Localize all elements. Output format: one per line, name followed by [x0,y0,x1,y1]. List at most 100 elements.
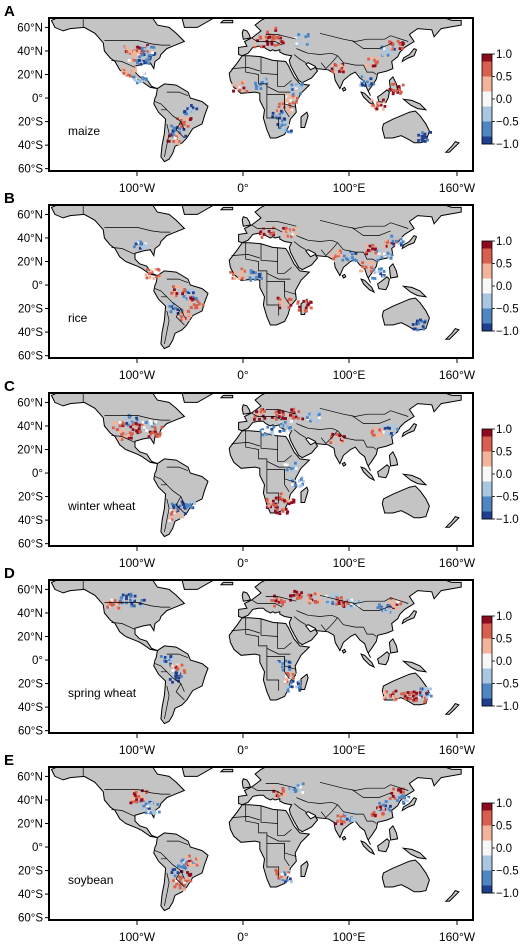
anomaly-cell [288,228,291,232]
anomaly-cell [112,426,115,430]
country-border [363,64,377,75]
anomaly-cell [159,655,163,658]
anomaly-cell [346,815,350,818]
anomaly-cell [129,425,133,429]
anomaly-cell [299,92,302,95]
anomaly-cell [186,871,189,874]
anomaly-cell [182,317,186,321]
colorbar-tick-label: −0.5 [496,492,519,504]
anomaly-cell [307,593,311,597]
anomaly-cell [383,50,387,53]
anomaly-cell [270,41,274,44]
anomaly-cell [160,425,164,429]
anomaly-cell [418,693,422,697]
country-border [337,430,364,441]
anomaly-cell [280,124,284,127]
anomaly-cell [188,503,192,507]
anomaly-cell [396,237,399,241]
anomaly-cell [149,422,153,425]
anomaly-cell [174,676,178,679]
anomaly-cell [276,297,280,300]
anomaly-cell [371,814,374,817]
anomaly-cell [399,602,402,606]
anomaly-cell [393,796,397,800]
anomaly-cell [143,245,146,249]
anomaly-cell [133,599,136,603]
anomaly-cell [301,791,304,794]
anomaly-cell [292,407,296,411]
anomaly-cell [194,306,197,310]
colorbar-tick-label: −0.5 [496,304,519,316]
colorbar-segment [482,256,492,261]
anomaly-cell [378,603,381,607]
anomaly-cell [127,58,131,62]
country-border [363,626,377,637]
anomaly-cell [285,675,288,678]
anomaly-cell [193,860,197,863]
anomaly-cell [187,110,191,114]
anomaly-cell [348,256,351,259]
anomaly-cell [130,420,134,424]
anomaly-cell [172,511,176,515]
anomaly-cell [173,868,177,871]
anomaly-cell [381,609,385,613]
anomaly-cell [148,430,152,434]
country-border [320,55,338,70]
anomaly-cell [255,87,258,90]
anomaly-cell [308,601,312,605]
anomaly-cell [300,484,303,488]
anomaly-cell [147,810,151,814]
anomaly-cell [275,596,279,600]
anomaly-cell [263,416,267,420]
anomaly-cell [344,250,348,254]
colorbar: 1.00.50.0−0.5−1.0 [481,611,519,713]
anomaly-cell [391,604,395,608]
anomaly-cell [260,277,263,280]
anomaly-cell [297,682,300,686]
anomaly-cell [363,261,367,265]
country-border [320,242,338,257]
anomaly-cell [285,879,289,882]
anomaly-cell [144,51,147,55]
anomaly-cell [281,119,284,123]
anomaly-cell [240,269,244,273]
anomaly-cell [351,817,354,820]
panel-letter: C [4,378,15,395]
anomaly-cell [288,94,292,98]
anomaly-cell [294,415,298,419]
anomaly-cell [287,96,290,100]
anomaly-cell [308,596,312,600]
anomaly-cell [388,239,392,242]
country-border [260,431,292,462]
anomaly-cell [279,109,283,113]
lon-tick-label: 0° [237,930,249,944]
anomaly-cell [382,812,385,816]
colorbar-segment [482,500,492,505]
anomaly-cell [341,437,344,440]
anomaly-cell [282,121,286,125]
continent-outline [341,86,347,92]
anomaly-cell [132,50,136,54]
anomaly-cell [179,122,183,126]
anomaly-cell [369,77,373,81]
continent-outline [377,838,390,853]
anomaly-cell [152,809,156,813]
anomaly-cell [177,676,181,680]
anomaly-cell [129,801,133,805]
anomaly-cell [173,127,177,131]
colorbar-segment [482,818,492,823]
continent-outline [377,276,390,291]
anomaly-cell [232,89,235,93]
anomaly-cell [188,118,192,121]
continent-outline [219,394,234,399]
anomaly-cell [173,870,177,874]
anomaly-cell [142,49,146,53]
map-land [50,205,462,350]
country-border [293,803,306,813]
anomaly-cell [171,308,175,311]
anomaly-cell [410,691,414,694]
anomaly-cell [145,246,149,250]
anomaly-cell [341,251,345,254]
anomaly-cell [152,53,156,56]
anomaly-cell [373,428,377,432]
